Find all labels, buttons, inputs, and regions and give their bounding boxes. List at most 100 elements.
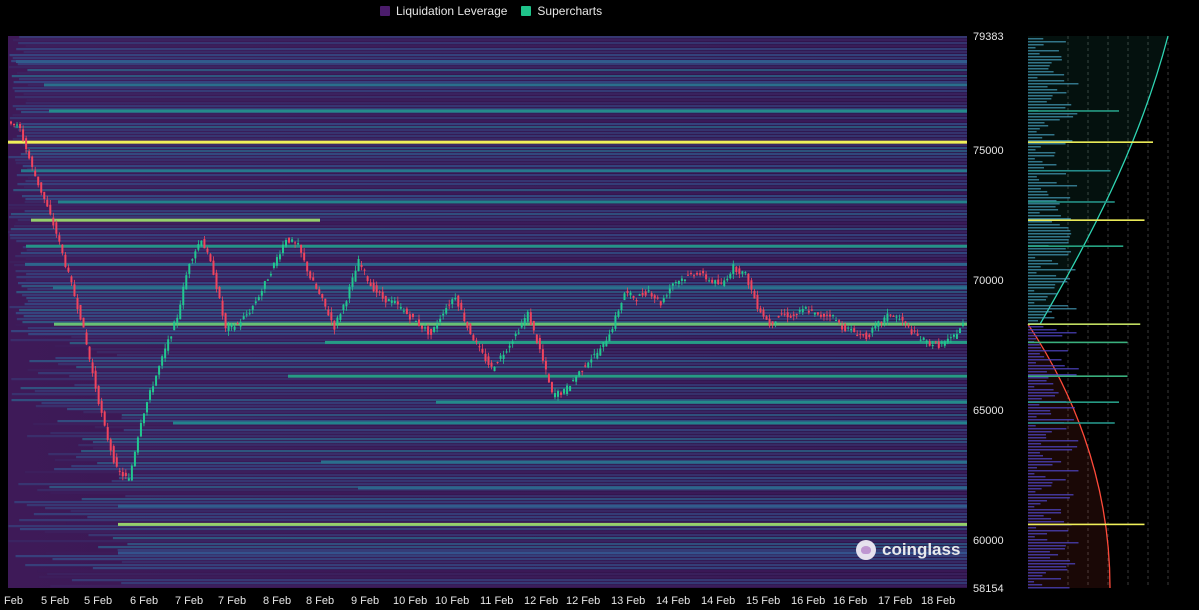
liquidation-level-band xyxy=(173,421,967,425)
price-candle-body xyxy=(674,282,677,284)
price-candle-body xyxy=(58,235,61,242)
price-candle-body xyxy=(182,286,185,306)
heatmap-band xyxy=(17,183,968,186)
heatmap-band xyxy=(8,207,968,210)
price-candle-body xyxy=(103,411,106,426)
profile-bar xyxy=(1028,80,1065,82)
price-candle-body xyxy=(25,138,28,150)
heatmap-band xyxy=(23,243,967,246)
profile-bar xyxy=(1028,224,1060,226)
legend-item-liquidation-leverage[interactable]: Liquidation Leverage xyxy=(380,4,507,18)
profile-bar xyxy=(1028,563,1076,565)
price-candle-body xyxy=(641,293,644,296)
price-candle-body xyxy=(327,309,330,316)
profile-bar xyxy=(1028,92,1067,94)
price-candle-body xyxy=(523,318,526,325)
x-tick-label: 10 Feb xyxy=(393,595,427,607)
profile-level-bar xyxy=(1028,422,1115,424)
profile-bar xyxy=(1028,581,1035,583)
liquidation-level-band xyxy=(58,200,967,204)
price-candle-body xyxy=(472,335,475,341)
price-candle-body xyxy=(949,337,952,339)
profile-bar xyxy=(1028,488,1042,490)
profile-bar xyxy=(1028,440,1079,442)
profile-level-bar xyxy=(1028,323,1141,325)
price-candle-body xyxy=(668,288,671,294)
price-candle-body xyxy=(871,327,874,333)
profile-bar xyxy=(1028,293,1057,295)
price-candle-body xyxy=(937,341,940,348)
heatmap-band xyxy=(12,138,968,141)
heatmap-band xyxy=(24,471,968,474)
price-candle-body xyxy=(10,121,12,124)
price-candle-body xyxy=(741,271,744,274)
price-candle-body xyxy=(650,293,653,297)
price-candle-body xyxy=(502,354,505,360)
profile-bar xyxy=(1028,497,1070,499)
price-candle-body xyxy=(547,374,550,383)
profile-bar xyxy=(1028,398,1042,400)
price-candle-body xyxy=(230,323,233,327)
profile-bar xyxy=(1028,551,1050,553)
profile-bar xyxy=(1028,314,1045,316)
price-candle-body xyxy=(816,312,819,315)
price-candle-body xyxy=(342,304,345,311)
profile-bar xyxy=(1028,470,1079,472)
price-candle-body xyxy=(91,362,94,374)
legend-swatch-liquidation xyxy=(380,6,390,16)
profile-bar xyxy=(1028,50,1059,52)
price-candle-body xyxy=(693,275,696,277)
legend-swatch-supercharts xyxy=(521,6,532,16)
price-candle-body xyxy=(64,254,67,268)
profile-bar xyxy=(1028,161,1043,163)
heatmap-band xyxy=(15,222,967,225)
heatmap-band xyxy=(55,357,967,360)
price-candle-body xyxy=(291,239,294,242)
profile-bar xyxy=(1028,206,1056,208)
profile-bar xyxy=(1028,104,1072,106)
profile-bar xyxy=(1028,74,1065,76)
price-candle-body xyxy=(82,317,85,328)
profile-bar xyxy=(1028,191,1048,193)
heatmap-band xyxy=(17,63,967,66)
price-candle-body xyxy=(442,313,445,316)
heatmap-band xyxy=(11,330,967,333)
liquidation-level-band xyxy=(321,460,967,464)
price-candle-body xyxy=(272,262,275,268)
profile-bar xyxy=(1028,125,1049,127)
profile-bar xyxy=(1028,215,1061,217)
heatmap-band xyxy=(28,333,968,336)
heatmap-band xyxy=(121,561,967,564)
legend-item-supercharts[interactable]: Supercharts xyxy=(521,4,602,18)
price-candle-body xyxy=(605,340,608,347)
liquidation-level-band xyxy=(8,140,967,144)
profile-bar xyxy=(1028,566,1067,568)
profile-bar xyxy=(1028,173,1066,175)
price-candle-body xyxy=(387,299,390,302)
profile-bar xyxy=(1028,545,1066,547)
heatmap-band xyxy=(20,267,967,270)
price-candle-body xyxy=(732,264,735,274)
profile-bar xyxy=(1028,344,1040,346)
price-candle-body xyxy=(514,333,517,337)
price-candle-body xyxy=(127,478,130,481)
price-candle-body xyxy=(411,313,414,318)
price-candle-body xyxy=(638,294,641,296)
price-candle-body xyxy=(777,315,780,318)
price-candle-body xyxy=(375,285,378,293)
profile-bar xyxy=(1028,146,1041,148)
heatmap-band xyxy=(87,516,967,519)
price-candle-body xyxy=(768,318,771,326)
profile-bar xyxy=(1028,149,1036,151)
heatmap-band xyxy=(74,384,968,387)
profile-bar xyxy=(1028,209,1059,211)
price-candle-body xyxy=(288,237,291,243)
profile-short-curve xyxy=(1039,35,1169,325)
heatmap-band xyxy=(11,75,967,78)
price-candle-body xyxy=(807,310,810,313)
heatmap-band xyxy=(127,543,967,546)
price-candle-body xyxy=(680,278,683,281)
heatmap-band xyxy=(67,408,968,411)
price-candle-body xyxy=(233,326,236,330)
